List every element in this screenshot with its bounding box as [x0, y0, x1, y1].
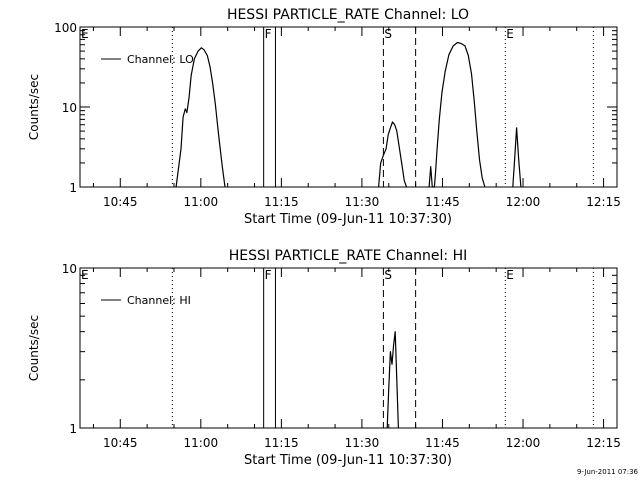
series-line-segment-1	[175, 47, 226, 188]
x-tick-label: 10:45	[103, 195, 138, 209]
x-tick-label: 11:15	[264, 436, 299, 450]
series-line-segment-1	[386, 331, 399, 429]
x-tick-label: 11:30	[345, 195, 380, 209]
chart-title: HESSI PARTICLE_RATE Channel: LO	[227, 7, 469, 23]
x-tick-label: 11:00	[184, 436, 219, 450]
series-line-segment-2	[378, 121, 408, 188]
plot-timestamp: 9-Jun-2011 07:36	[577, 468, 639, 476]
event-marker-label: E	[81, 27, 89, 41]
chart-panel-1: HESSI PARTICLE_RATE Channel: LO 10:45 11:0…	[27, 7, 621, 227]
x-tick-label: 12:15	[586, 436, 621, 450]
series-line-segment-3	[428, 41, 486, 188]
chart-title: HESSI PARTICLE_RATE Channel: HI	[229, 248, 467, 264]
chart-panel-2: HESSI PARTICLE_RATE Channel: HI 10:45 11:0…	[27, 248, 621, 468]
event-marker-label: S	[384, 27, 392, 41]
x-tick-label: 12:00	[506, 436, 541, 450]
x-axis-label: Start Time (09-Jun-11 10:37:30)	[244, 453, 452, 468]
y-tick-label: 10	[62, 262, 77, 276]
x-tick-label: 11:00	[184, 195, 219, 209]
event-marker-label: S	[384, 268, 392, 282]
x-tick-label: 11:15	[264, 195, 299, 209]
x-tick-label: 12:15	[586, 195, 621, 209]
event-marker-label: E	[81, 268, 89, 282]
event-marker-label: E	[506, 268, 514, 282]
y-tick-label: 10	[62, 101, 77, 115]
y-axis-label: Counts/sec	[27, 315, 41, 381]
x-tick-label: 11:45	[425, 195, 460, 209]
event-marker-label: E	[506, 27, 514, 41]
series-line-segment-4	[512, 127, 522, 188]
x-tick-label: 11:45	[425, 436, 460, 450]
y-tick-label: 1	[69, 422, 77, 436]
x-axis-label: Start Time (09-Jun-11 10:37:30)	[244, 212, 452, 227]
y-tick-label: 1	[69, 181, 77, 195]
legend-label: Channel: HI	[127, 294, 191, 307]
plot-frame	[79, 26, 618, 188]
event-marker-label: F	[265, 27, 272, 41]
x-tick-label: 10:45	[103, 436, 138, 450]
legend-label: Channel: LO	[127, 53, 194, 66]
x-tick-label: 12:00	[506, 195, 541, 209]
plot-frame	[79, 267, 618, 429]
y-tick-label: 100	[54, 21, 77, 35]
x-tick-label: 11:30	[345, 436, 380, 450]
y-axis-label: Counts/sec	[27, 74, 41, 140]
event-marker-label: F	[265, 268, 272, 282]
